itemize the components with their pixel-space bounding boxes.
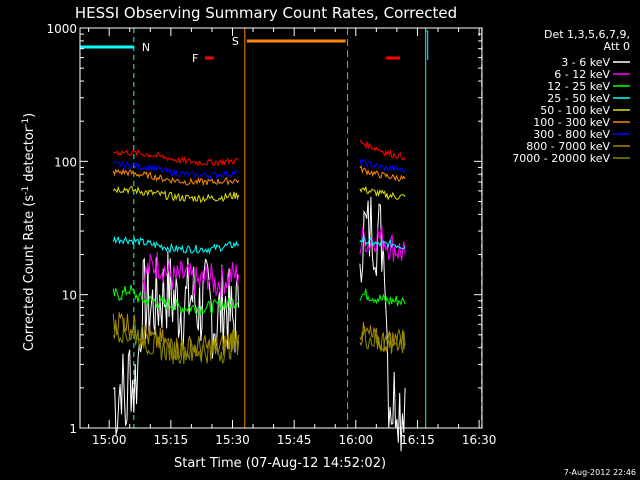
series-line: [112, 235, 240, 255]
x-tick-label: 16:15: [400, 433, 435, 447]
x-tick-label: 15:15: [154, 433, 189, 447]
series-line: [359, 196, 406, 452]
series-line: [112, 284, 240, 316]
series-line: [359, 325, 406, 354]
legend-entry-label: 6 - 12 keV: [554, 68, 610, 81]
legend-header-line-1: Det 1,3,5,6,7,9,: [544, 28, 630, 41]
axes: 15:00 15:15 15:30 15:45 16:00 16:15 16:30 1 10 10…: [46, 22, 496, 447]
legend-entry-label: 25 - 50 keV: [547, 92, 610, 105]
series-25-50-kev: [112, 235, 406, 255]
series-line: [359, 288, 406, 307]
series-line: [141, 252, 240, 297]
series-line: [359, 165, 406, 183]
series-line: [112, 250, 240, 436]
legend-entry-label: 50 - 100 keV: [540, 104, 610, 117]
series-7000-20000-kev: [112, 317, 406, 365]
series-line: [359, 225, 406, 262]
x-axis-label: Start Time (07-Aug-12 14:52:02): [174, 456, 386, 471]
plot-frame: [79, 27, 483, 429]
y-axis-label-part: -1: [21, 118, 31, 127]
y-axis-label-part: -1: [21, 186, 31, 195]
x-tick-label: 15:30: [215, 433, 250, 447]
series-6-12-kev: [141, 225, 406, 297]
legend-entry-label: 3 - 6 keV: [561, 56, 610, 69]
series-12-25-kev: [112, 284, 406, 316]
x-tick-label: 15:45: [277, 433, 312, 447]
series-line: [112, 168, 240, 187]
y-axis-label-part: detector: [22, 126, 37, 186]
x-tick-label: 15:00: [92, 433, 127, 447]
series-line: [359, 236, 406, 250]
series-line: [112, 317, 240, 365]
series-line: [112, 185, 240, 204]
y-tick-label: 1: [69, 422, 77, 436]
series-3-6-kev: [112, 196, 406, 452]
legend-entry-label: 12 - 25 keV: [547, 80, 610, 93]
series-line: [113, 148, 239, 167]
legend-header-line-2: Att 0: [604, 40, 630, 53]
series-line: [359, 139, 406, 161]
series-300-800-kev: [112, 158, 406, 180]
y-tick-label: 10: [62, 289, 77, 303]
y-axis-label-part: ): [22, 113, 37, 118]
series-50-100-kev: [112, 185, 406, 204]
flare-label: F: [192, 52, 198, 65]
x-tick-label: 16:00: [339, 433, 374, 447]
series-line: [359, 321, 406, 354]
y-axis-label-part: Corrected Count Rate (s: [22, 195, 37, 352]
series-line: [359, 158, 406, 174]
legend-entry-label: 100 - 300 keV: [533, 116, 610, 129]
series-red-trace: [113, 139, 406, 167]
render-timestamp: 7-Aug-2012 22:46: [564, 468, 636, 477]
series-line: [359, 186, 406, 201]
legend-entry-label: 800 - 7000 keV: [526, 140, 610, 153]
series-line: [112, 159, 239, 180]
y-tick-label: 1000: [46, 22, 77, 36]
y-axis-label: Corrected Count Rate (s-1 detector-1): [21, 113, 37, 351]
legend-entry-label: 7000 - 20000 keV: [512, 152, 610, 165]
legend-entry-label: 300 - 800 keV: [533, 128, 610, 141]
series-100-300-kev: [112, 165, 406, 187]
night-label: N: [142, 41, 150, 54]
series-line: [112, 312, 240, 362]
y-tick-label: 100: [54, 155, 77, 169]
x-tick-label: 16:30: [462, 433, 497, 447]
saa-label: S: [232, 35, 239, 48]
plot-area: N S F: [80, 28, 483, 452]
chart-title: HESSI Observing Summary Count Rates, Cor…: [75, 4, 457, 22]
